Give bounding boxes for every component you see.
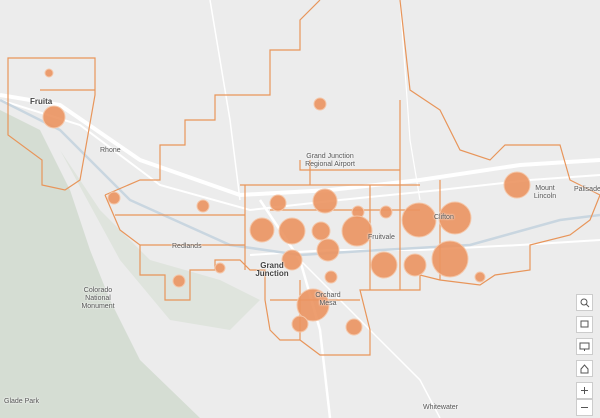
home-button[interactable]	[576, 360, 593, 377]
terrain	[60, 150, 260, 330]
place-label: Redlands	[172, 243, 202, 250]
fullscreen-button[interactable]	[576, 338, 593, 355]
place-label: Palisade	[574, 186, 600, 193]
layers-icon	[580, 320, 589, 328]
plus-icon	[581, 387, 588, 394]
layers-button[interactable]	[576, 316, 593, 333]
terrain	[0, 110, 200, 418]
search-icon	[580, 298, 590, 308]
place-label: Mount Lincoln	[533, 185, 557, 200]
screen-icon	[579, 342, 590, 351]
place-label: Clifton	[434, 214, 454, 221]
boundaries	[7, 0, 600, 356]
place-label: Orchard Mesa	[315, 292, 341, 307]
place-label: Whitewater	[423, 404, 459, 411]
place-label: Grand Junction Regional Airport	[305, 153, 355, 168]
place-label: Glade Park	[4, 398, 40, 405]
place-label: Colorado National Monument	[81, 287, 115, 310]
minus-icon	[581, 407, 588, 408]
zoom-in-button[interactable]	[576, 382, 593, 399]
place-label: Fruitvale	[368, 234, 395, 241]
place-label: Fruita	[30, 97, 53, 106]
proportional-symbols	[42, 68, 531, 336]
place-label: Rhone	[100, 147, 121, 154]
zoom-out-button[interactable]	[576, 399, 593, 416]
place-label: Grand Junction	[255, 261, 289, 278]
search-button[interactable]	[576, 294, 593, 311]
home-icon	[580, 364, 589, 374]
